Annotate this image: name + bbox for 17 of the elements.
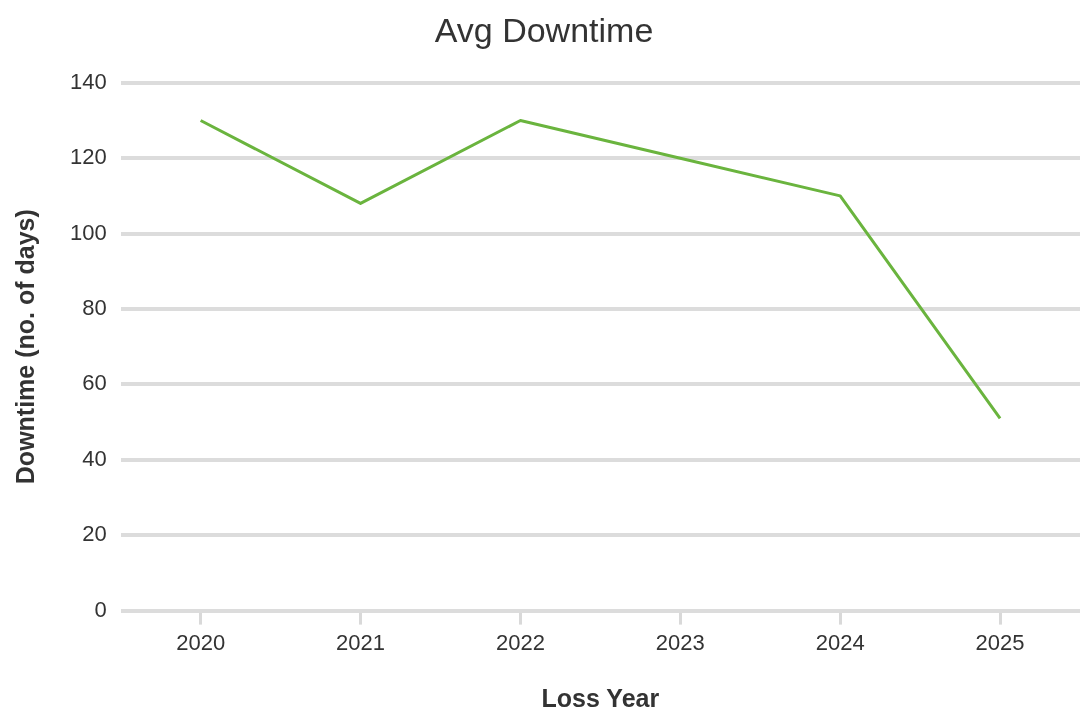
y-tick-label: 60 bbox=[82, 370, 107, 396]
x-tick-label: 2021 bbox=[336, 629, 386, 655]
y-axis-title: Downtime (no. of days) bbox=[10, 209, 39, 485]
y-tick-label: 120 bbox=[69, 144, 107, 170]
x-tick-label: 2024 bbox=[815, 629, 865, 655]
x-tick-label: 2023 bbox=[655, 629, 705, 655]
y-tick-label: 80 bbox=[82, 295, 107, 321]
x-axis-title: Loss Year bbox=[541, 683, 660, 712]
x-tick-label: 2025 bbox=[975, 629, 1025, 655]
y-tick-label: 0 bbox=[94, 596, 107, 622]
y-tick-label: 140 bbox=[69, 68, 107, 94]
y-tick-label: 100 bbox=[69, 219, 107, 245]
y-tick-label: 40 bbox=[82, 445, 107, 471]
x-tick-label: 2020 bbox=[176, 629, 226, 655]
x-tick-label: 2022 bbox=[495, 629, 545, 655]
chart-title: Avg Downtime bbox=[434, 10, 654, 49]
y-tick-label: 20 bbox=[82, 521, 107, 547]
